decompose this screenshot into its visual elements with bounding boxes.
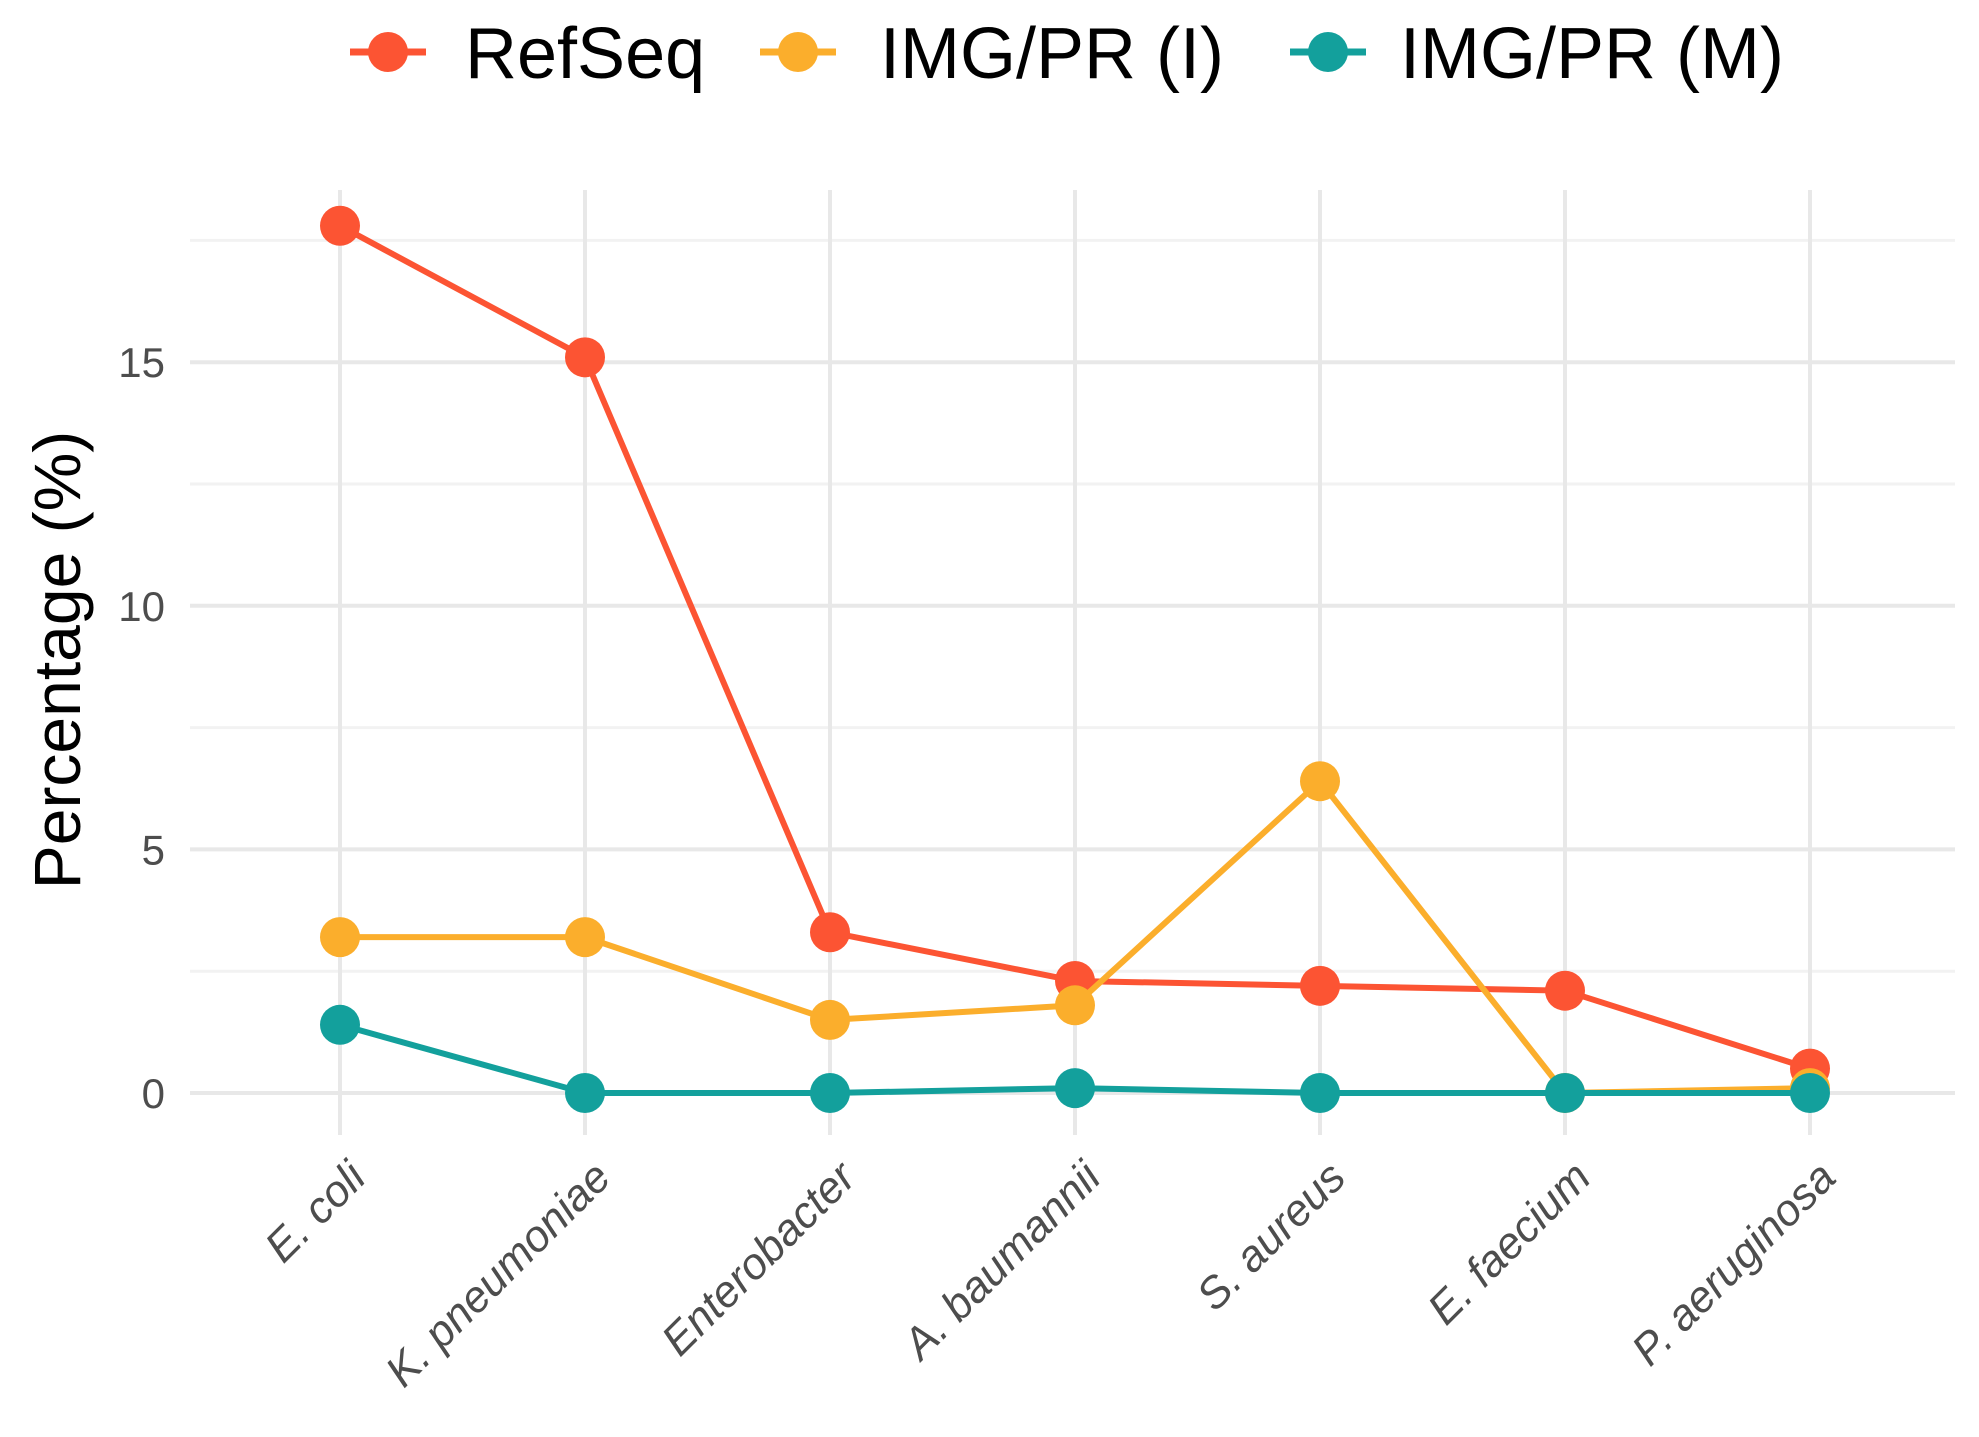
legend-label-img-pr-i: IMG/PR (I): [880, 14, 1224, 94]
data-point-img-pr-i-s-aureus: [1300, 761, 1340, 802]
data-point-refseq-e-coli: [320, 205, 360, 246]
y-tick-label-10: 10: [118, 583, 165, 630]
x-tick-label-s-aureus: S. aureus: [1187, 1152, 1355, 1320]
y-tick-label-15: 15: [118, 339, 165, 386]
legend-key-point: [368, 32, 408, 72]
data-point-refseq-k-pneumoniae: [565, 337, 605, 378]
x-tick-label-p-aeruginosa: P. aeruginosa: [1622, 1152, 1845, 1375]
data-point-img-pr-i-k-pneumoniae: [565, 917, 605, 958]
legend-label-refseq: RefSeq: [465, 14, 705, 94]
legend: RefSeq IMG/PR (I) IMG/PR (M): [350, 14, 1784, 94]
y-tick-label-0: 0: [142, 1070, 165, 1117]
data-point-img-pr-i-enterobacter: [810, 999, 850, 1040]
x-tick-label-e-coli: E. coli: [256, 1152, 376, 1272]
data-point-refseq-e-faecium: [1545, 970, 1585, 1011]
x-tick-label-k-pneumoniae: K. pneumoniae: [376, 1152, 620, 1396]
y-axis-title: Percentage (%): [20, 431, 94, 890]
y-axis-ticks: 0 5 10 15: [118, 339, 165, 1117]
legend-key-point: [1308, 32, 1348, 72]
x-tick-label-a-baumannii: A. baumannii: [892, 1152, 1111, 1371]
data-point-img-pr-i-a-baumannii: [1055, 985, 1095, 1026]
y-tick-label-5: 5: [142, 826, 165, 873]
legend-key-point: [778, 32, 818, 72]
series: [320, 205, 1830, 1113]
data-point-img-pr-m-k-pneumoniae: [565, 1073, 605, 1113]
data-point-refseq-s-aureus: [1300, 965, 1340, 1006]
series-img-pr-m: [320, 1004, 1830, 1113]
x-axis-ticks: E. coli K. pneumoniae Enterobacter A. bauma…: [256, 1151, 1845, 1397]
legend-item-img-pr-m: IMG/PR (M): [1290, 14, 1784, 94]
data-point-img-pr-i-e-coli: [320, 917, 360, 958]
data-point-refseq-enterobacter: [810, 912, 850, 953]
legend-item-refseq: RefSeq: [350, 14, 705, 94]
data-point-img-pr-m-e-coli: [320, 1004, 360, 1045]
data-point-img-pr-m-p-aeruginosa: [1790, 1073, 1830, 1113]
x-tick-label-enterobacter: Enterobacter: [652, 1151, 866, 1365]
legend-label-img-pr-m: IMG/PR (M): [1400, 14, 1784, 94]
legend-item-img-pr-i: IMG/PR (I): [760, 14, 1224, 94]
x-tick-label-e-faecium: E. faecium: [1418, 1152, 1600, 1334]
data-point-img-pr-m-e-faecium: [1545, 1073, 1585, 1113]
data-point-img-pr-m-s-aureus: [1300, 1073, 1340, 1113]
data-point-img-pr-m-a-baumannii: [1055, 1068, 1095, 1109]
data-point-img-pr-m-enterobacter: [810, 1073, 850, 1113]
